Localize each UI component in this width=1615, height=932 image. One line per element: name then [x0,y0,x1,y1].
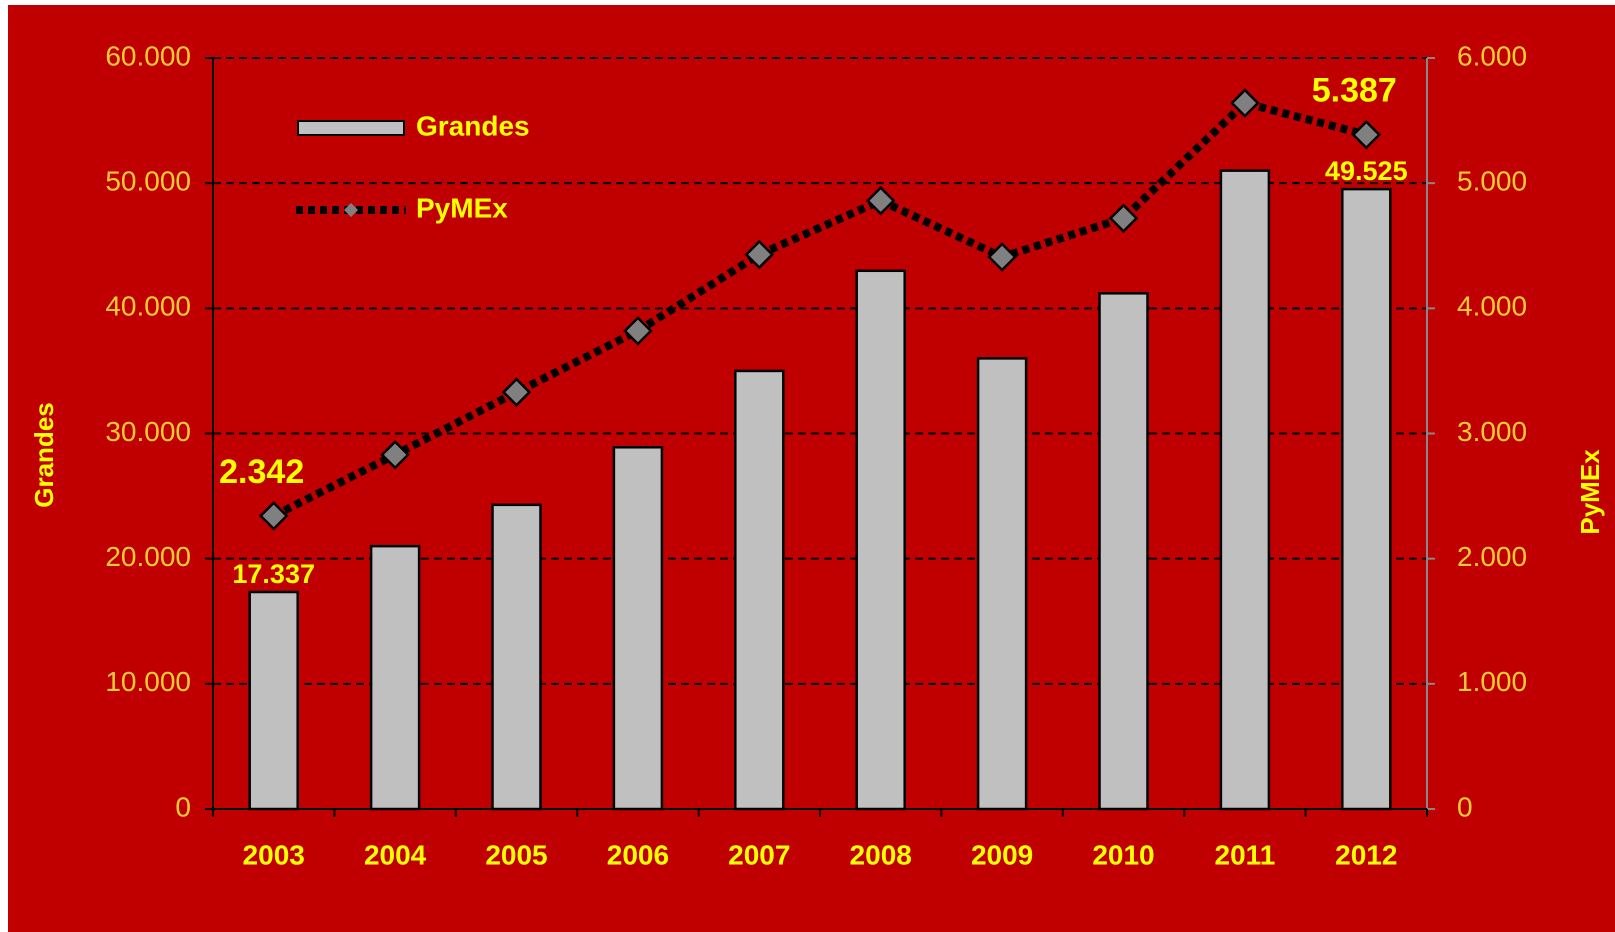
y-tick-label: 10.000 [105,666,191,697]
line-value-label: 2.342 [219,453,304,491]
bar-value-label: 49.525 [1325,156,1408,186]
line-marker [1108,203,1139,233]
bar [855,269,906,811]
line-marker [1230,88,1260,118]
line-marker [501,377,532,407]
bar [491,503,542,811]
x-tick-label: 2009 [971,839,1033,870]
x-tick-label: 2008 [850,839,912,870]
legend-label: PyMEx [416,192,508,223]
line-value-label: 5.387 [1312,72,1397,110]
bar [369,544,421,811]
x-tick-label: 2007 [728,839,790,870]
bar [1341,187,1392,811]
y-tick-label: 0 [175,791,191,822]
y-tick-label: 20.000 [105,541,191,572]
y2-axis-title: PyMEx [1575,449,1605,535]
y-tick-label: 60.000 [105,40,191,71]
y-tick-label: 40.000 [105,291,191,322]
y2-tick-label: 6.000 [1457,40,1527,71]
y-tick-label: 50.000 [105,166,191,197]
y-axis-title: Grandes [29,402,59,508]
x-tick-label: 2006 [607,839,669,870]
legend-label: Grandes [416,110,530,141]
bar [612,446,664,811]
x-tick-label: 2010 [1092,839,1154,870]
x-tick-label: 2004 [364,839,427,870]
x-tick-label: 2005 [485,839,547,870]
legend-marker [344,203,358,217]
y2-tick-label: 5.000 [1457,166,1527,197]
y2-tick-label: 1.000 [1457,666,1527,697]
y-tick-label: 30.000 [105,416,191,447]
x-tick-label: 2003 [243,839,305,870]
line-marker [865,185,896,216]
line-marker [744,239,775,270]
line-marker [623,316,653,346]
y2-tick-label: 2.000 [1457,541,1527,572]
bar [1219,169,1271,811]
bar [976,357,1028,811]
bar [248,590,299,811]
line-marker [380,440,410,470]
line-marker [1351,119,1382,150]
y2-tick-label: 0 [1457,791,1473,822]
x-tick-label: 2012 [1335,839,1397,870]
bar [734,369,785,811]
line-marker [987,242,1017,272]
bar [1098,292,1149,811]
y2-tick-label: 4.000 [1457,291,1527,322]
legend-swatch [297,120,405,136]
x-tick-label: 2011 [1215,839,1276,870]
bar-value-label: 17.337 [232,559,315,589]
line [271,98,1368,520]
y2-tick-label: 3.000 [1457,416,1527,447]
line-marker [258,501,289,531]
